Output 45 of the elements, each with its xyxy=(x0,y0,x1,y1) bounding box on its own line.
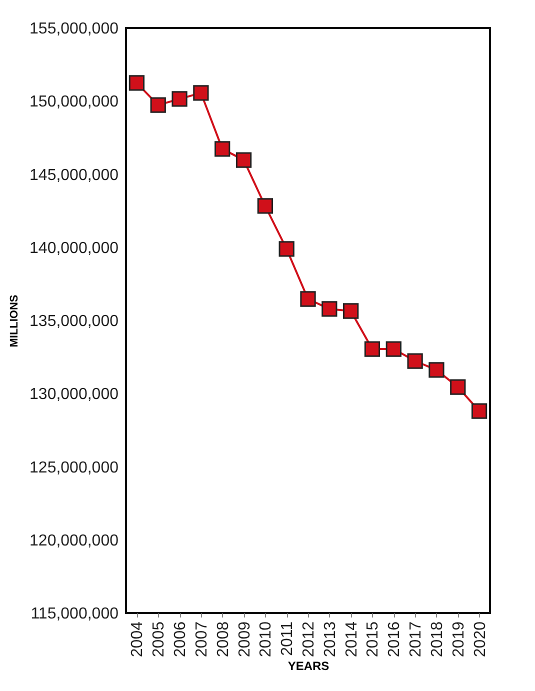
point xyxy=(471,403,488,419)
x-tick-label: 2011 xyxy=(279,621,296,656)
point xyxy=(172,91,188,107)
x-tick-label: 2018 xyxy=(428,621,446,658)
point xyxy=(278,241,294,257)
x-tick-label: 2012 xyxy=(300,621,318,658)
point xyxy=(343,303,359,319)
y-tick-label: 130,000,000 xyxy=(30,386,119,404)
point xyxy=(150,97,166,113)
x-tick-label: 2009 xyxy=(236,621,254,658)
x-tick-label: 2014 xyxy=(343,621,360,658)
point xyxy=(128,75,145,91)
x-tick-label: 2013 xyxy=(322,621,339,658)
point xyxy=(386,341,402,357)
y-tick-label: 155,000,000 xyxy=(30,20,119,38)
y-tick-label: 115,000,000 xyxy=(30,606,119,622)
point xyxy=(300,291,316,307)
y-axis-title: MILLIONS xyxy=(8,294,21,348)
point xyxy=(407,353,423,369)
point xyxy=(322,301,338,317)
y-tick-label: 120,000,000 xyxy=(30,532,119,550)
x-tick-label: 2004 xyxy=(129,621,146,658)
x-axis-title: YEARS xyxy=(288,659,330,674)
point xyxy=(364,341,380,357)
x-tick-label: 2015 xyxy=(364,621,382,658)
x-tick-label: 2010 xyxy=(258,621,275,658)
x-tick-label: 2016 xyxy=(386,621,404,658)
y-tick-label: 125,000,000 xyxy=(30,459,119,476)
x-tick-label: 2007 xyxy=(193,621,210,658)
y-tick-label: 140,000,000 xyxy=(30,240,119,257)
point xyxy=(450,379,466,395)
y-tick-label: 135,000,000 xyxy=(30,313,119,330)
x-tick-label: 2017 xyxy=(408,621,425,658)
x-tick-label: 2020 xyxy=(472,621,489,658)
y-tick-label: 150,000,000 xyxy=(30,94,119,111)
point xyxy=(236,152,252,168)
point xyxy=(193,85,209,101)
x-tick-label: 2019 xyxy=(450,621,468,658)
point xyxy=(214,141,230,157)
y-tick-label: 145,000,000 xyxy=(30,166,119,184)
x-tick-label: 2008 xyxy=(214,621,232,658)
x-tick-label: 2005 xyxy=(150,621,168,658)
x-tick-label: 2006 xyxy=(172,621,190,658)
point xyxy=(257,198,273,214)
point xyxy=(428,362,444,378)
